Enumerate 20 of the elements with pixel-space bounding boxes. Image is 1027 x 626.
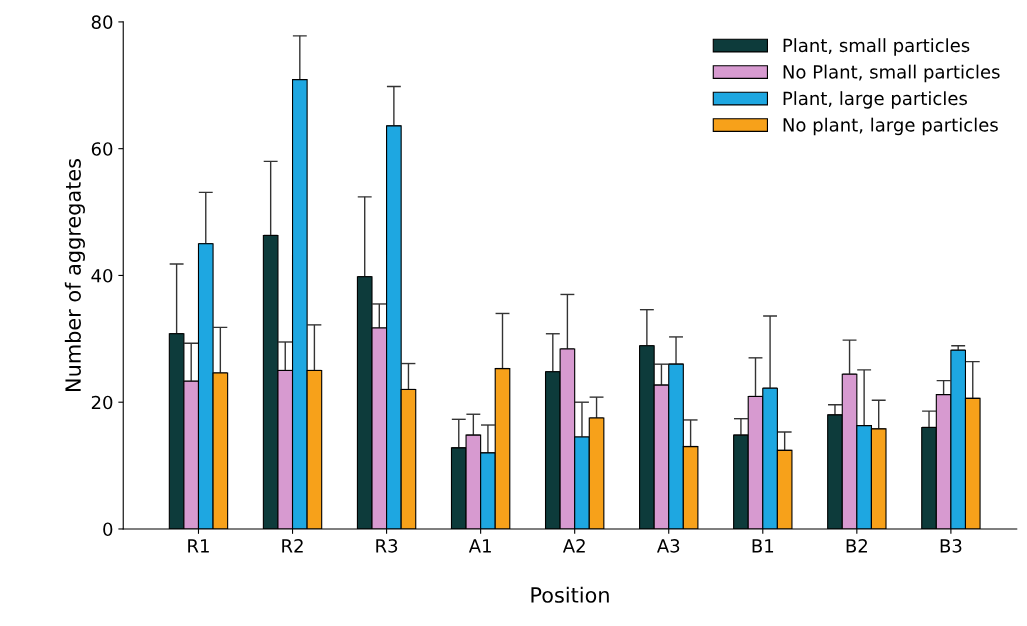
- y-tick-label: 40: [91, 268, 113, 283]
- x-tick-label: B2: [846, 539, 867, 553]
- x-tick-label: R1: [188, 539, 209, 553]
- y-tick-label: 80: [91, 15, 113, 30]
- y-tick-label: 60: [91, 142, 113, 156]
- x-tick-label: A3: [656, 539, 680, 553]
- x-tick-label: B1: [752, 539, 774, 553]
- legend-label: Plant, small particles: [783, 38, 970, 56]
- y-tick-label: 20: [91, 395, 113, 410]
- legend-label: No Plant, small particles: [783, 64, 1000, 83]
- x-tick-label: A1: [468, 539, 491, 553]
- x-tick-label: R2: [282, 539, 303, 553]
- x-axis-title: Position: [531, 586, 609, 603]
- x-tick-label: A2: [562, 539, 585, 553]
- y-axis-title: Number of aggregates: [64, 158, 85, 391]
- x-tick-label: B3: [940, 539, 962, 553]
- x-tick-label: R3: [376, 539, 398, 553]
- y-tick-label: 0: [103, 522, 113, 537]
- legend-label: No plant, large particles: [783, 117, 998, 136]
- legend-label: Plant, large particles: [783, 91, 967, 109]
